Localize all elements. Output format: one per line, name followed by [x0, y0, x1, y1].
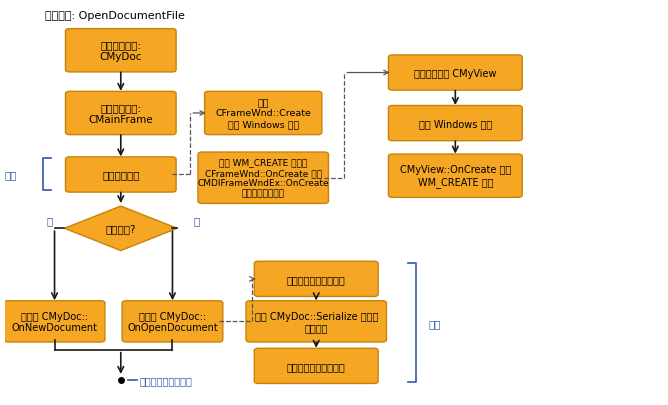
Text: 已打开文件并创建存档: 已打开文件并创建存档: [287, 274, 345, 284]
FancyBboxPatch shape: [246, 301, 386, 342]
FancyBboxPatch shape: [198, 153, 329, 204]
FancyBboxPatch shape: [204, 92, 322, 135]
FancyBboxPatch shape: [255, 348, 378, 384]
Text: 调用 CMyDoc::Serialize 以读取
文档文件: 调用 CMyDoc::Serialize 以读取 文档文件: [255, 311, 378, 333]
Text: 是: 是: [194, 216, 200, 226]
Text: 文档: 文档: [429, 319, 442, 328]
Text: 已调用 CMyDoc::
OnOpenDocument: 已调用 CMyDoc:: OnOpenDocument: [127, 311, 218, 333]
FancyBboxPatch shape: [388, 155, 522, 198]
Text: 构造窗口对象:
CMainFrame: 构造窗口对象: CMainFrame: [88, 103, 153, 124]
Text: 文档可以开始使用了: 文档可以开始使用了: [140, 375, 192, 385]
Text: 是否打开?: 是否打开?: [106, 224, 136, 234]
Polygon shape: [65, 207, 177, 251]
FancyBboxPatch shape: [122, 301, 223, 342]
FancyBboxPatch shape: [388, 106, 522, 141]
FancyBboxPatch shape: [255, 262, 378, 297]
Text: 否: 否: [47, 216, 53, 226]
Text: 使用
CFrameWnd::Create
创建 Windows 窗口: 使用 CFrameWnd::Create 创建 Windows 窗口: [215, 99, 311, 128]
Text: 构造视图对象 CMyView: 构造视图对象 CMyView: [414, 68, 496, 78]
Text: CMyView::OnCreate 处理
WM_CREATE 消息: CMyView::OnCreate 处理 WM_CREATE 消息: [399, 165, 511, 188]
Text: 处理 WM_CREATE 消息。
CFrameWnd::OnCreate 调用
CMDIFrameWndEx::OnCreate
以创建客户端区域: 处理 WM_CREATE 消息。 CFrameWnd::OnCreate 调用 …: [198, 158, 329, 198]
Text: 构造文档对象:
CMyDoc: 构造文档对象: CMyDoc: [100, 40, 142, 62]
Text: 已调用 CMyDoc::
OnNewDocument: 已调用 CMyDoc:: OnNewDocument: [11, 311, 98, 333]
FancyBboxPatch shape: [4, 301, 105, 342]
FancyBboxPatch shape: [388, 56, 522, 91]
Text: 创建 Windows 窗口: 创建 Windows 窗口: [419, 119, 492, 129]
Text: 已关闭存档并关闭文件: 已关闭存档并关闭文件: [287, 361, 345, 371]
Text: 文档模板: OpenDocumentFile: 文档模板: OpenDocumentFile: [45, 11, 184, 21]
FancyBboxPatch shape: [65, 30, 176, 73]
FancyBboxPatch shape: [65, 92, 176, 135]
Text: 框架: 框架: [4, 170, 17, 180]
FancyBboxPatch shape: [65, 158, 176, 193]
Text: 创建文档框架: 创建文档框架: [102, 170, 140, 180]
